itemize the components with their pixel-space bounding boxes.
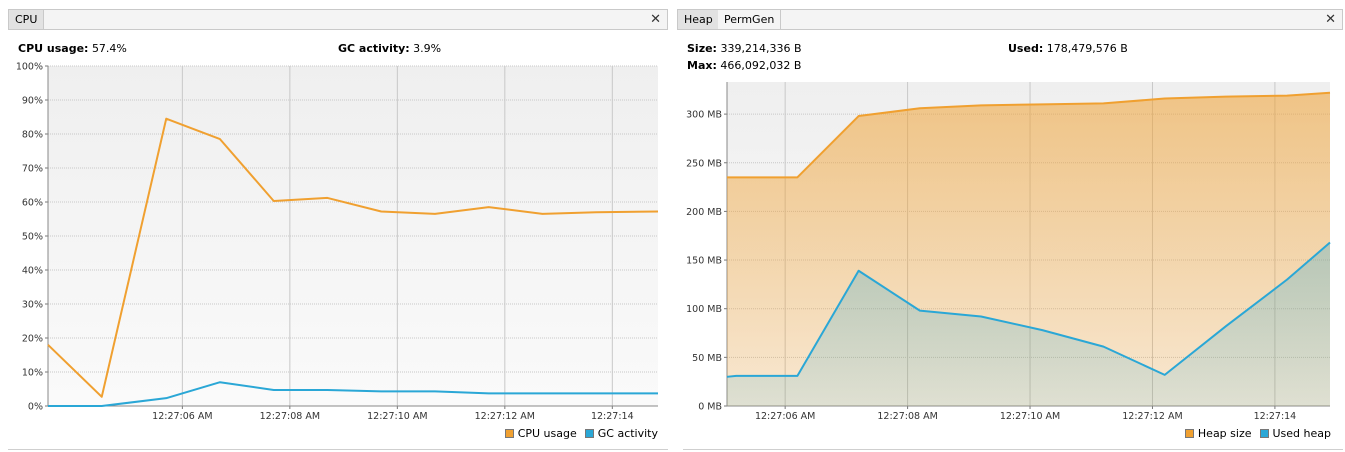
y-tick-label: 250 MB [686, 158, 722, 169]
y-tick-label: 20% [22, 334, 43, 345]
x-tick-label: 12:27:14 [1254, 411, 1297, 422]
heap-used-stat: Used: 178,479,576 B [1008, 42, 1128, 55]
y-tick-label: 0% [28, 402, 43, 413]
heap-chart: 0 MB 50 MB 100 MB 150 MB 200 MB 250 MB 300 MB 1… [686, 82, 1331, 422]
x-tick-label: 12:27:12 AM [1122, 411, 1182, 422]
legend-cpu-usage[interactable]: CPU usage [504, 427, 577, 440]
x-tick-label: 12:27:06 AM [755, 411, 815, 422]
cpu-legend: CPU usage GC activity [497, 427, 658, 440]
legend-gc-activity-label: GC activity [597, 427, 658, 440]
memory-tab-bar: Heap PermGen ✕ [677, 9, 1343, 30]
heap-size-value: 339,214,336 B [720, 42, 802, 55]
used-heap-line [726, 241, 1331, 378]
heap-max-label: Max: [687, 59, 717, 72]
x-tick-label: 12:27:08 AM [877, 411, 937, 422]
y-tick-label: 40% [22, 266, 43, 277]
cpu-tab-bar: CPU ✕ [8, 9, 668, 30]
heap-legend: Heap size Used heap [1177, 427, 1331, 440]
heap-size-stat: Size: 339,214,336 B [687, 42, 802, 55]
y-tick-label: 150 MB [686, 256, 722, 267]
memory-panel-bottom-border [683, 449, 1343, 450]
heap-size-label: Size: [687, 42, 717, 55]
y-tick-label: 300 MB [686, 110, 722, 121]
gc-activity-value: 3.9% [413, 42, 442, 55]
y-tick-label: 70% [22, 164, 43, 175]
y-tick-label: 90% [22, 96, 43, 107]
heap-used-value: 178,479,576 B [1046, 42, 1128, 55]
gc-activity-line [48, 381, 658, 407]
y-tick-label: 200 MB [686, 207, 722, 218]
x-tick-label: 12:27:10 AM [1000, 411, 1060, 422]
tab-permgen[interactable]: PermGen [718, 10, 782, 29]
cpu-usage-value: 57.4% [91, 42, 127, 55]
cpu-usage-stat: CPU usage: 57.4% [18, 42, 127, 55]
cpu-panel-bottom-border [8, 449, 668, 450]
gc-activity-swatch [584, 429, 594, 438]
legend-heap-size[interactable]: Heap size [1184, 427, 1252, 440]
legend-used-heap-label: Used heap [1272, 427, 1332, 440]
tab-heap[interactable]: Heap [678, 10, 720, 29]
legend-heap-size-label: Heap size [1197, 427, 1252, 440]
cpu-panel: CPU ✕ CPU usage: 57.4% GC activity: 3.9%… [0, 0, 670, 452]
heap-used-label: Used: [1008, 42, 1044, 55]
gc-activity-stat: GC activity: 3.9% [338, 42, 441, 55]
x-tick-label: 12:27:12 AM [475, 411, 535, 422]
close-icon[interactable]: ✕ [650, 12, 661, 27]
gc-activity-label: GC activity: [338, 42, 410, 55]
y-tick-label: 100% [16, 62, 43, 73]
x-tick-label: 12:27:10 AM [367, 411, 427, 422]
y-tick-label: 80% [22, 130, 43, 141]
heap-max-stat: Max: 466,092,032 B [687, 59, 801, 72]
used-heap-swatch [1259, 429, 1269, 438]
memory-panel: Heap PermGen ✕ Size: 339,214,336 B Max: … [675, 0, 1345, 452]
legend-used-heap[interactable]: Used heap [1259, 427, 1332, 440]
close-icon[interactable]: ✕ [1325, 12, 1336, 27]
x-tick-label: 12:27:06 AM [152, 411, 212, 422]
y-tick-label: 30% [22, 300, 43, 311]
cpu-usage-swatch [504, 429, 514, 438]
x-tick-label: 12:27:14 [591, 411, 634, 422]
y-tick-label: 50 MB [692, 353, 722, 364]
y-tick-label: 0 MB [698, 402, 722, 413]
legend-gc-activity[interactable]: GC activity [584, 427, 658, 440]
y-tick-label: 60% [22, 198, 43, 209]
x-tick-label: 12:27:08 AM [260, 411, 320, 422]
y-tick-label: 10% [22, 368, 43, 379]
heap-max-value: 466,092,032 B [720, 59, 802, 72]
y-tick-label: 100 MB [686, 304, 722, 315]
heap-size-swatch [1184, 429, 1194, 438]
cpu-usage-line [47, 117, 659, 398]
cpu-chart: 0% 10% 20% 30% 40% 50% 60% 70% 80% 90% 100% 12:27:0… [16, 62, 659, 422]
legend-cpu-usage-label: CPU usage [517, 427, 577, 440]
heap-size-line [727, 91, 1331, 179]
cpu-usage-label: CPU usage: [18, 42, 89, 55]
y-tick-label: 50% [22, 232, 43, 243]
tab-cpu[interactable]: CPU [9, 10, 45, 29]
